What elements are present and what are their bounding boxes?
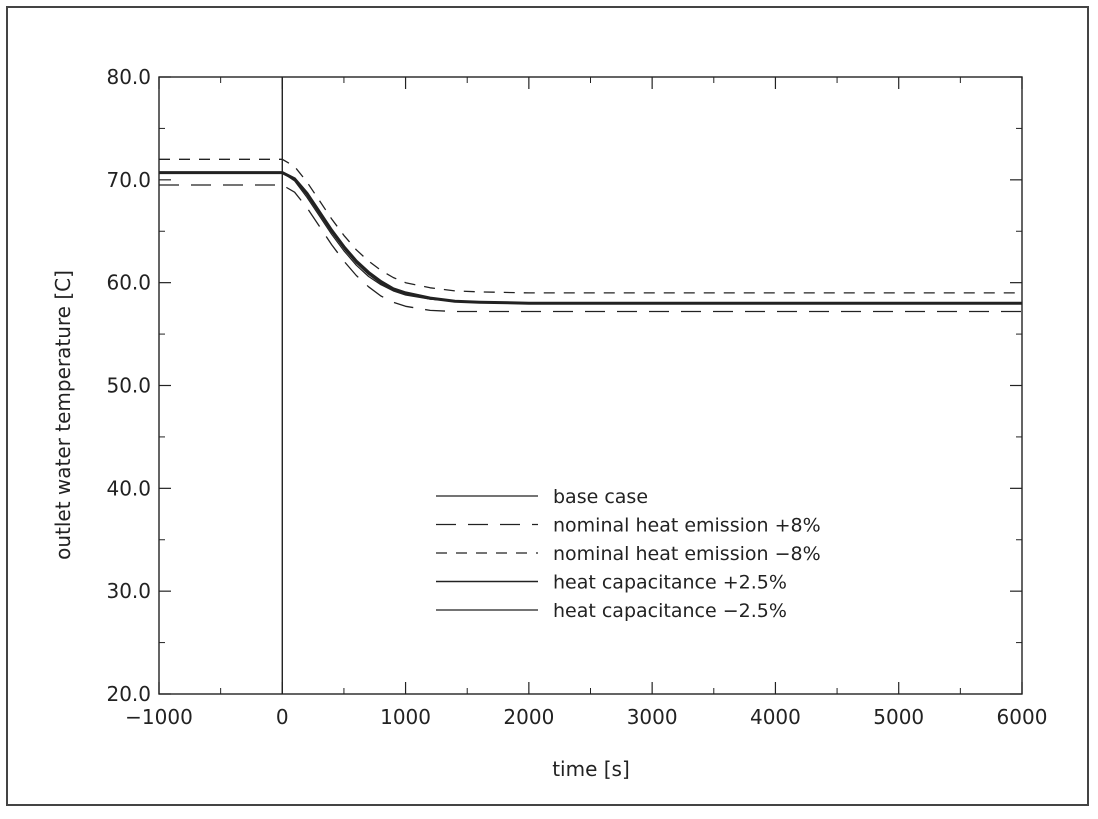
- y-axis-label: outlet water temperature [C]: [51, 270, 75, 560]
- x-tick-label: 1000: [380, 705, 431, 729]
- series-line-4: [159, 171, 1022, 305]
- legend-label-3: nominal heat emission −8%: [553, 543, 821, 565]
- y-tick-label: 30.0: [106, 579, 151, 603]
- y-tick-label: 80.0: [106, 65, 151, 89]
- x-tick-label: 3000: [627, 705, 678, 729]
- y-tick-label: 40.0: [106, 476, 151, 500]
- series-group: [159, 158, 1022, 313]
- x-tick-label: 6000: [997, 705, 1048, 729]
- legend-label-1: base case: [553, 486, 648, 508]
- x-tick-label: 5000: [873, 705, 924, 729]
- figure-frame: [6, 6, 1089, 806]
- series-line-2: [159, 184, 1022, 313]
- y-tick-label: 70.0: [106, 168, 151, 192]
- x-tick-label: 0: [276, 705, 289, 729]
- legend-label-5: heat capacitance −2.5%: [553, 600, 787, 622]
- legend: base case nominal heat emission +8% nomina…: [436, 486, 821, 622]
- series-line-5: [159, 172, 1022, 304]
- y-tick-label: 60.0: [106, 271, 151, 295]
- tick-labels: −1000 0 1000 2000 3000 4000 5000 6000 20.0 30.0 40…: [106, 65, 1047, 729]
- x-tick-label: −1000: [125, 705, 193, 729]
- x-tick-label: 4000: [750, 705, 801, 729]
- legend-label-4: heat capacitance +2.5%: [553, 572, 787, 594]
- axis-ticks: [158, 76, 1023, 695]
- series-line-3: [159, 158, 1022, 294]
- legend-label-2: nominal heat emission +8%: [553, 515, 821, 537]
- x-axis-label: time [s]: [552, 757, 630, 781]
- x-tick-label: 2000: [503, 705, 554, 729]
- y-tick-label: 50.0: [106, 374, 151, 398]
- y-tick-label: 20.0: [106, 682, 151, 706]
- series-line-1: [159, 172, 1022, 304]
